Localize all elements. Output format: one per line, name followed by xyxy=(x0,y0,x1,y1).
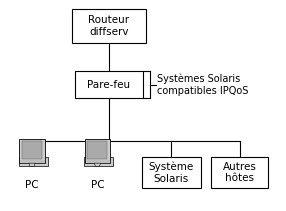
Text: Autres
hôtes: Autres hôtes xyxy=(223,162,257,183)
Polygon shape xyxy=(94,163,101,166)
Text: Système
Solaris: Système Solaris xyxy=(149,162,194,184)
Bar xyxy=(22,141,42,159)
Polygon shape xyxy=(85,139,110,163)
FancyBboxPatch shape xyxy=(75,71,143,98)
Bar xyxy=(84,157,114,166)
FancyBboxPatch shape xyxy=(211,157,268,188)
Bar xyxy=(19,157,48,166)
Text: PC: PC xyxy=(91,180,104,190)
Polygon shape xyxy=(19,139,45,163)
Text: Systèmes Solaris
compatibles IPQoS: Systèmes Solaris compatibles IPQoS xyxy=(157,73,249,96)
Text: Routeur
diffserv: Routeur diffserv xyxy=(88,15,129,37)
Text: PC: PC xyxy=(25,180,39,190)
Polygon shape xyxy=(29,163,35,166)
Text: Pare-feu: Pare-feu xyxy=(87,80,130,89)
Bar xyxy=(88,141,108,159)
FancyBboxPatch shape xyxy=(72,9,146,43)
FancyBboxPatch shape xyxy=(142,157,201,188)
